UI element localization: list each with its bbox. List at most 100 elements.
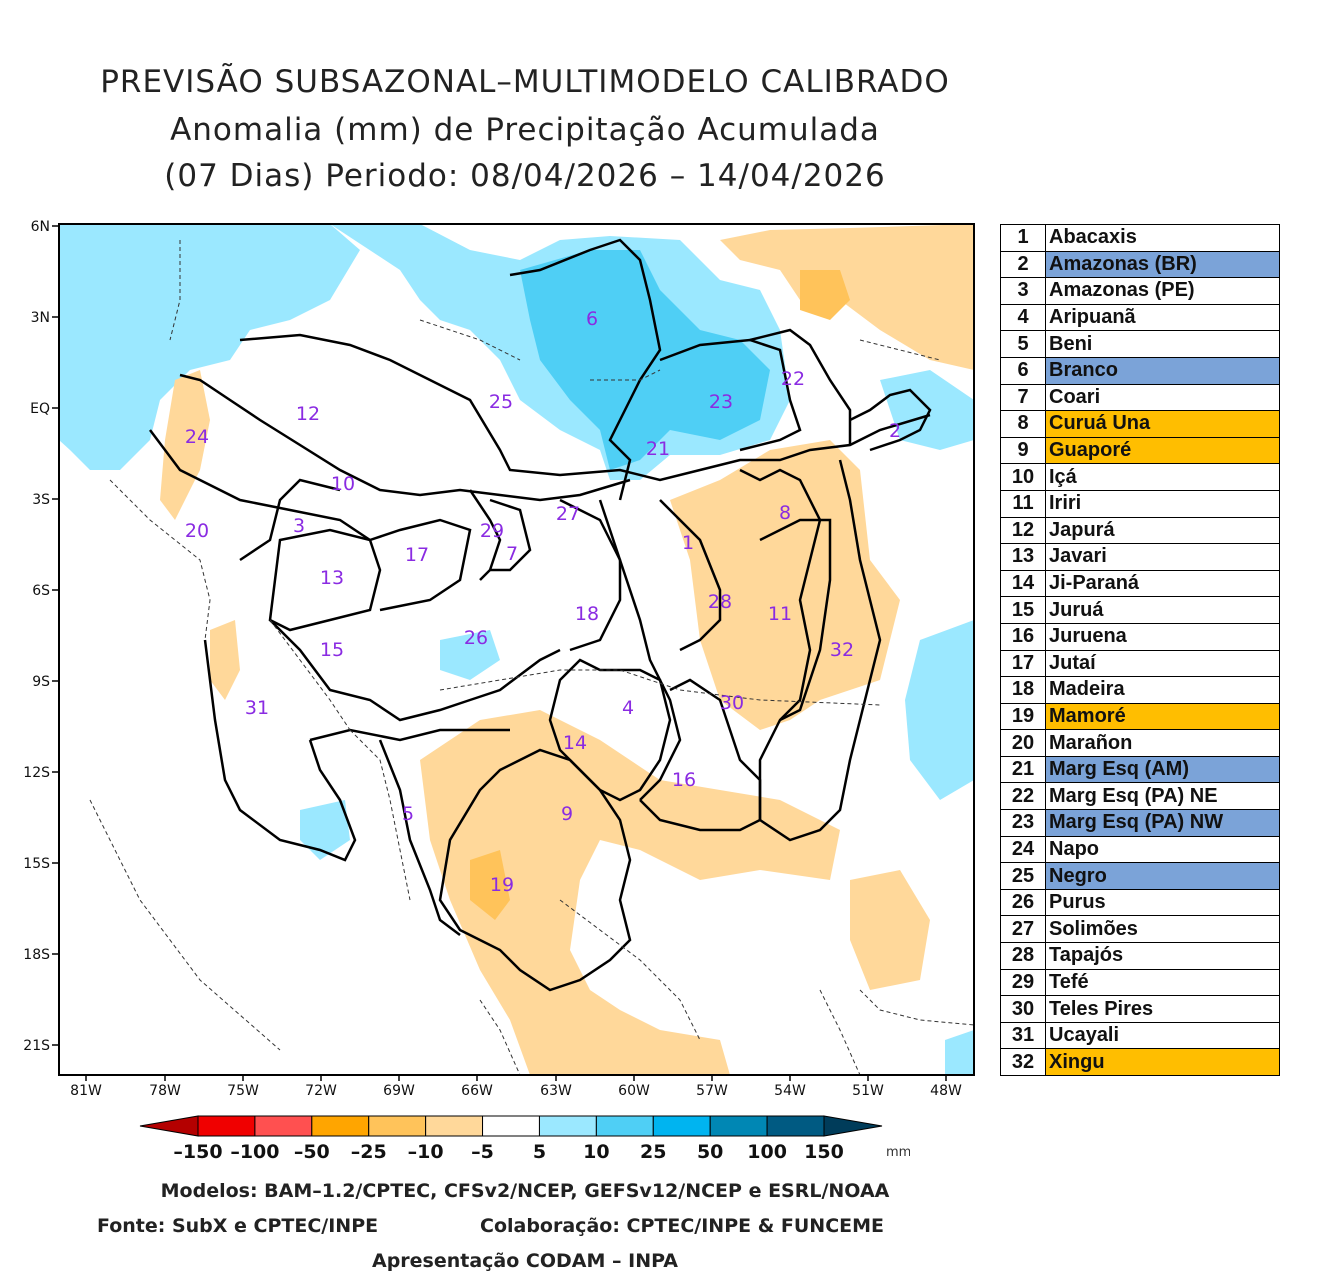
colorbar-cell (823, 1115, 883, 1137)
legend-basin-number: 21 (1000, 755, 1046, 784)
legend-basin-number: 17 (1000, 649, 1046, 678)
basin-label: 29 (480, 520, 504, 542)
legend-basin-number: 15 (1000, 596, 1046, 624)
legend-basin-name: Amazonas (BR) (1045, 250, 1280, 279)
basin-label: 21 (646, 438, 670, 460)
colorbar-cell (368, 1115, 427, 1137)
colorbar-ticks: –150 –100 –50 –25 –10 –5 5 10 25 50 100 150 (173, 1141, 843, 1163)
legend-basin-number: 8 (1000, 410, 1046, 438)
basin-label: 30 (720, 692, 744, 714)
legend-basin-number: 26 (1000, 888, 1046, 917)
legend-basin-name: Marañon (1045, 729, 1280, 757)
legend-row: 22 Marg Esq (PA) NE (1000, 782, 1280, 811)
colorbar-cells (139, 1115, 883, 1137)
y-axis: 6N 3N EQ 3S 6S 9S 12S 15S 18S 21S (23, 219, 50, 1054)
colorbar-tick-label: 100 (747, 1141, 787, 1163)
colorbar-tick-label: 5 (533, 1141, 546, 1163)
legend-row: 4 Aripuanã (1000, 303, 1280, 332)
x-tick-label: 78W (149, 1083, 181, 1099)
legend-basin-name: Abacaxis (1045, 224, 1280, 252)
footer-presentation: Apresentação CODAM – INPA (371, 1250, 678, 1272)
legend-basin-name: Tapajós (1045, 942, 1280, 970)
basin-label: 3 (293, 515, 305, 537)
x-ticks (85, 1075, 947, 1081)
x-tick-label: 54W (774, 1083, 806, 1099)
legend-basin-name: Solimões (1045, 915, 1280, 944)
legend-basin-number: 9 (1000, 436, 1046, 465)
legend-basin-number: 7 (1000, 383, 1046, 412)
legend-row: 24 Napo (1000, 835, 1280, 864)
colorbar-tick-label: 10 (583, 1141, 609, 1163)
legend-basin-name: Ji-Paraná (1045, 569, 1280, 598)
country-borders (89, 240, 974, 1075)
legend-row: 9 Guaporé (1000, 436, 1280, 465)
footer-source: Fonte: SubX e CPTEC/INPE (97, 1215, 379, 1237)
anomaly-fill-layer (59, 224, 974, 1075)
legend-basin-number: 25 (1000, 862, 1046, 890)
dry-area-ucayali (210, 620, 240, 700)
legend-row: 7 Coari (1000, 383, 1280, 412)
legend-basin-name: Purus (1045, 888, 1280, 917)
basin-label: 15 (320, 639, 344, 661)
wet-area-southeast (905, 620, 974, 800)
colorbar-tick-label: –5 (471, 1141, 494, 1163)
legend-row: 16 Juruena (1000, 622, 1280, 651)
legend-basin-name: Japurá (1045, 516, 1280, 545)
legend-basin-number: 18 (1000, 676, 1046, 704)
legend-row: 2 Amazonas (BR) (1000, 250, 1280, 279)
wet-area-northwest (59, 224, 360, 470)
basin-label: 9 (561, 803, 573, 825)
y-tick-label: 3N (31, 310, 50, 326)
basin-label: 12 (296, 403, 320, 425)
legend-basin-number: 30 (1000, 995, 1046, 1023)
basin-label: 8 (779, 502, 791, 524)
legend-basin-number: 19 (1000, 702, 1046, 731)
legend-row: 6 Branco (1000, 356, 1280, 385)
colorbar-cell (652, 1115, 711, 1137)
y-tick-label: 15S (23, 856, 50, 872)
basin-legend-table: 1 Abacaxis 2 Amazonas (BR) 3 Amazonas (PE) 4 Ar… (1000, 224, 1280, 1076)
legend-basin-number: 12 (1000, 516, 1046, 545)
legend-basin-number: 2 (1000, 250, 1046, 279)
colorbar-tick-label: 25 (640, 1141, 666, 1163)
legend-row: 15 Juruá (1000, 596, 1280, 624)
legend-basin-number: 22 (1000, 782, 1046, 811)
legend-row: 14 Ji-Paraná (1000, 569, 1280, 598)
basin-label: 18 (575, 603, 599, 625)
colorbar-cell (766, 1115, 825, 1137)
colorbar-tick-label: –100 (230, 1141, 279, 1163)
basin-label: 7 (506, 543, 518, 565)
legend-row: 17 Jutaí (1000, 649, 1280, 678)
legend-row: 32 Xingu (1000, 1048, 1280, 1076)
x-tick-label: 81W (70, 1083, 102, 1099)
colorbar-tick-label: 50 (697, 1141, 723, 1163)
legend-basin-number: 5 (1000, 330, 1046, 358)
basin-label: 11 (768, 603, 792, 625)
legend-basin-name: Guaporé (1045, 436, 1280, 465)
legend-basin-number: 13 (1000, 543, 1046, 571)
legend-basin-name: Beni (1045, 330, 1280, 358)
basin-label: 2 (889, 420, 901, 442)
legend-row: 11 Iriri (1000, 489, 1280, 518)
y-tick-label: 6N (31, 219, 50, 235)
legend-basin-name: Marg Esq (AM) (1045, 755, 1280, 784)
basin-label: 14 (563, 732, 587, 754)
map-title-line1: PREVISÃO SUBSAZONAL–MULTIMODELO CALIBRAD… (100, 64, 950, 100)
legend-basin-number: 1 (1000, 224, 1046, 252)
legend-basin-name: Juruá (1045, 596, 1280, 624)
legend-basin-number: 6 (1000, 356, 1046, 385)
legend-row: 25 Negro (1000, 862, 1280, 890)
legend-row: 26 Purus (1000, 888, 1280, 917)
wet-area-southwest (300, 800, 350, 860)
legend-basin-number: 14 (1000, 569, 1046, 598)
wet-area-far-southeast (945, 1030, 974, 1075)
basin-label: 17 (405, 544, 429, 566)
colorbar-tick-label: –150 (173, 1141, 222, 1163)
colorbar-cell (709, 1115, 768, 1137)
colorbar-cell (595, 1115, 654, 1137)
basin-label: 16 (672, 769, 696, 791)
legend-basin-name: Javari (1045, 543, 1280, 571)
legend-basin-name: Iriri (1045, 489, 1280, 518)
legend-basin-number: 4 (1000, 303, 1046, 332)
legend-row: 3 Amazonas (PE) (1000, 277, 1280, 305)
